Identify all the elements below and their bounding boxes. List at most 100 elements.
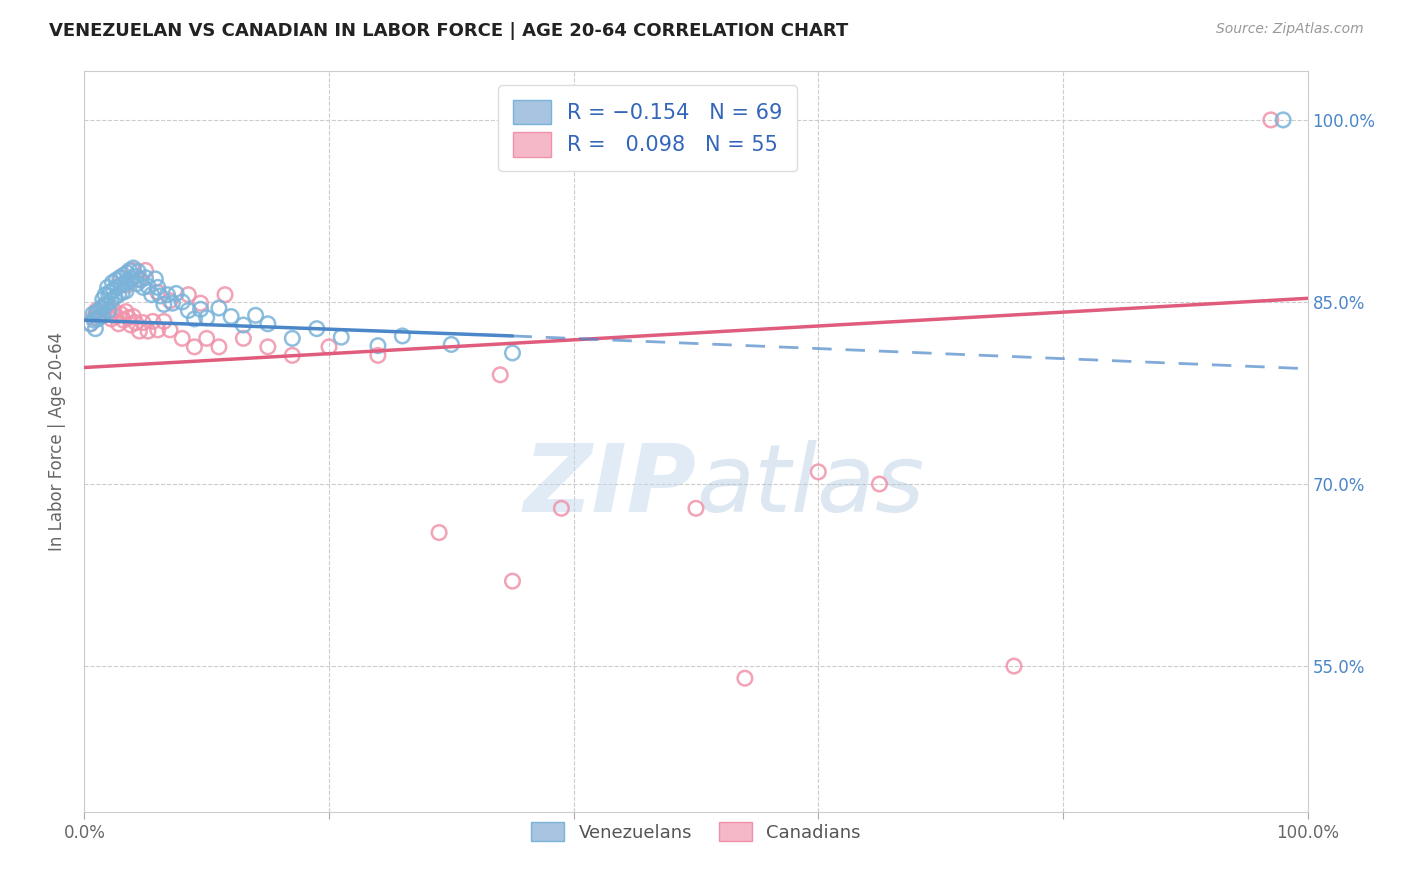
Point xyxy=(83,313,105,327)
Point xyxy=(281,331,304,345)
Point xyxy=(118,263,141,277)
Point xyxy=(100,312,122,326)
Point xyxy=(685,501,707,516)
Point xyxy=(502,346,524,360)
Point xyxy=(97,289,120,303)
Point xyxy=(136,324,159,338)
Point xyxy=(245,308,267,322)
Point xyxy=(869,477,891,491)
Point xyxy=(101,276,124,290)
Point xyxy=(105,280,128,294)
Point xyxy=(93,299,115,313)
Point xyxy=(190,302,212,317)
Point xyxy=(117,274,139,288)
Point xyxy=(87,303,110,318)
Point xyxy=(96,299,118,313)
Point xyxy=(156,287,179,301)
Point xyxy=(305,321,328,335)
Point xyxy=(146,285,169,300)
Point xyxy=(141,287,163,301)
Point xyxy=(149,289,172,303)
Point xyxy=(120,318,142,332)
Point xyxy=(97,303,120,318)
Point xyxy=(84,321,107,335)
Point xyxy=(281,348,304,362)
Point xyxy=(115,277,138,292)
Point xyxy=(87,312,110,326)
Point xyxy=(111,285,134,300)
Point xyxy=(79,317,101,331)
Point xyxy=(115,304,138,318)
Point xyxy=(108,270,131,285)
Point xyxy=(177,303,200,318)
Point xyxy=(127,265,149,279)
Point xyxy=(122,263,145,277)
Text: VENEZUELAN VS CANADIAN IN LABOR FORCE | AGE 20-64 CORRELATION CHART: VENEZUELAN VS CANADIAN IN LABOR FORCE | … xyxy=(49,22,848,40)
Point xyxy=(132,280,155,294)
Point xyxy=(86,303,108,318)
Point xyxy=(165,286,187,301)
Point xyxy=(112,313,135,327)
Point xyxy=(159,323,181,337)
Point xyxy=(232,331,254,345)
Point xyxy=(136,279,159,293)
Point xyxy=(550,501,572,516)
Point xyxy=(103,283,125,297)
Point xyxy=(128,324,150,338)
Point xyxy=(91,308,114,322)
Point xyxy=(734,671,756,685)
Point xyxy=(367,348,389,362)
Point xyxy=(1272,112,1295,127)
Point xyxy=(117,310,139,325)
Point xyxy=(100,293,122,308)
Point xyxy=(104,290,127,304)
Point xyxy=(195,310,218,325)
Point xyxy=(330,330,353,344)
Point xyxy=(146,280,169,294)
Point xyxy=(89,310,111,324)
Point xyxy=(107,287,129,301)
Point xyxy=(257,340,280,354)
Point xyxy=(82,307,104,321)
Point xyxy=(367,339,389,353)
Point xyxy=(208,340,231,354)
Point xyxy=(135,263,157,277)
Point xyxy=(105,310,128,324)
Point xyxy=(132,316,155,330)
Point xyxy=(135,270,157,285)
Point xyxy=(94,287,117,301)
Point xyxy=(128,272,150,286)
Point xyxy=(97,304,120,318)
Y-axis label: In Labor Force | Age 20-64: In Labor Force | Age 20-64 xyxy=(48,332,66,551)
Point xyxy=(122,310,145,324)
Point xyxy=(318,340,340,354)
Point xyxy=(208,301,231,315)
Point xyxy=(1260,112,1282,127)
Point xyxy=(79,317,101,331)
Point xyxy=(97,280,120,294)
Point xyxy=(190,296,212,310)
Point xyxy=(183,340,205,354)
Point xyxy=(162,296,184,310)
Point xyxy=(1002,659,1025,673)
Point xyxy=(103,303,125,318)
Point xyxy=(114,277,136,291)
Point xyxy=(110,270,132,285)
Point xyxy=(153,314,176,328)
Point xyxy=(90,301,112,315)
Point xyxy=(83,310,105,325)
Point xyxy=(125,277,148,291)
Point xyxy=(112,268,135,283)
Point xyxy=(98,285,121,300)
Point xyxy=(502,574,524,588)
Point xyxy=(177,287,200,301)
Point xyxy=(129,273,152,287)
Point xyxy=(110,307,132,321)
Point xyxy=(105,273,128,287)
Point xyxy=(195,331,218,345)
Text: atlas: atlas xyxy=(696,441,924,532)
Point xyxy=(232,318,254,332)
Point xyxy=(257,317,280,331)
Point xyxy=(122,260,145,275)
Point xyxy=(107,317,129,331)
